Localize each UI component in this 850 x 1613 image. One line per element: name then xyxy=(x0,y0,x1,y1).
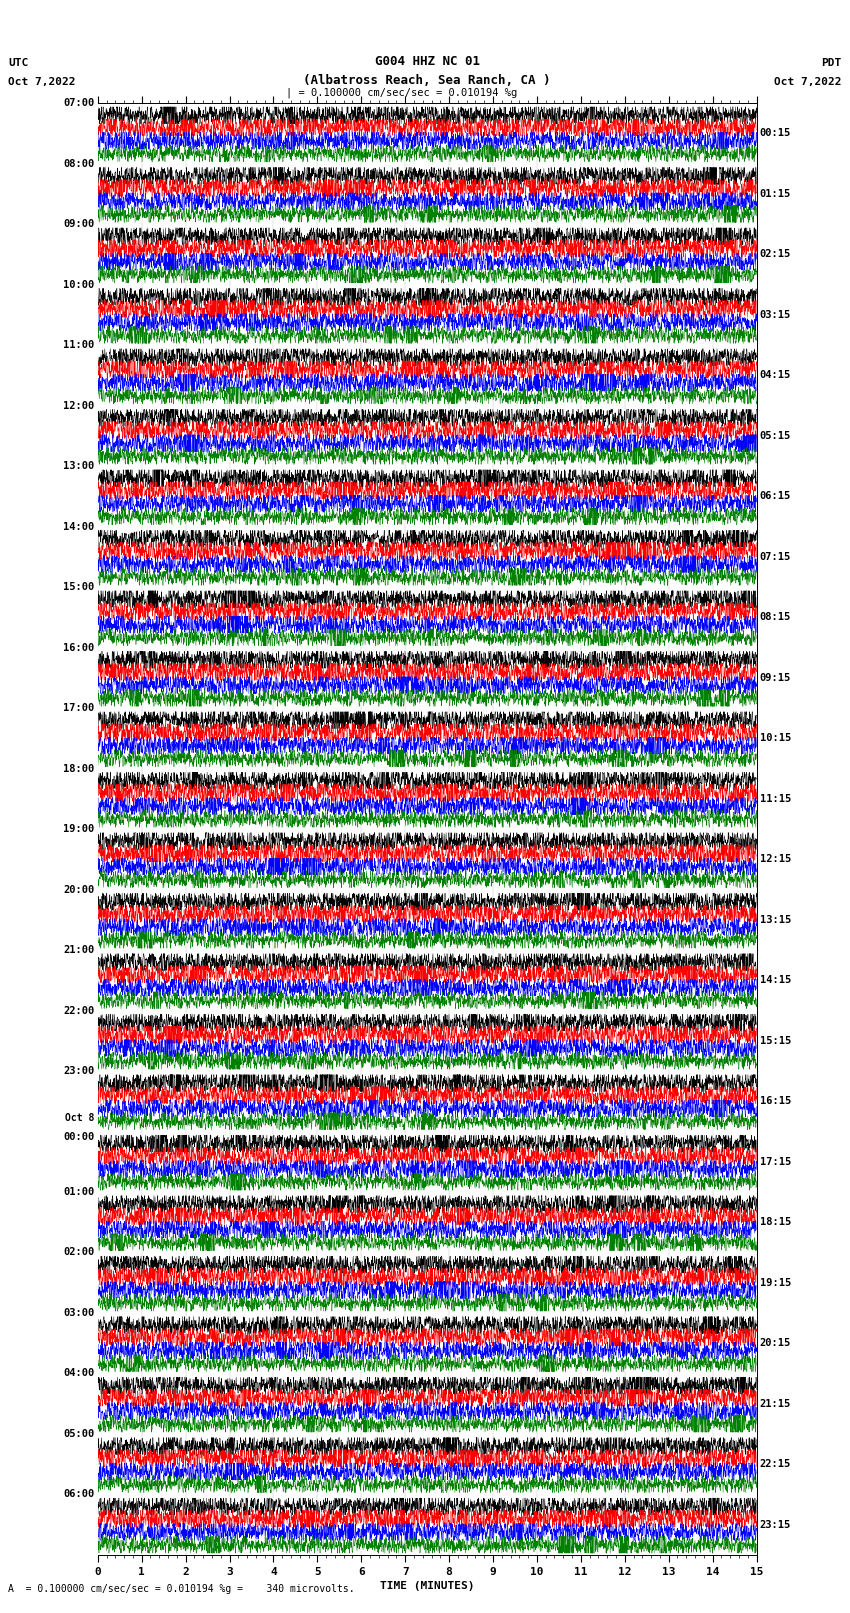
Text: 15:00: 15:00 xyxy=(63,582,94,592)
Text: 10:15: 10:15 xyxy=(760,734,791,744)
Text: Oct 7,2022: Oct 7,2022 xyxy=(8,77,76,87)
Text: 18:00: 18:00 xyxy=(63,763,94,774)
Text: 22:00: 22:00 xyxy=(63,1005,94,1016)
Text: 02:15: 02:15 xyxy=(760,250,791,260)
Text: 20:00: 20:00 xyxy=(63,884,94,895)
Text: 16:15: 16:15 xyxy=(760,1097,791,1107)
Text: A  = 0.100000 cm/sec/sec = 0.010194 %g =    340 microvolts.: A = 0.100000 cm/sec/sec = 0.010194 %g = … xyxy=(8,1584,355,1594)
Text: (Albatross Reach, Sea Ranch, CA ): (Albatross Reach, Sea Ranch, CA ) xyxy=(303,74,551,87)
Text: 14:00: 14:00 xyxy=(63,521,94,532)
Text: PDT: PDT xyxy=(821,58,842,68)
Text: 02:00: 02:00 xyxy=(63,1247,94,1258)
Text: 06:00: 06:00 xyxy=(63,1489,94,1500)
Text: 04:00: 04:00 xyxy=(63,1368,94,1379)
Text: 14:15: 14:15 xyxy=(760,976,791,986)
Text: 23:00: 23:00 xyxy=(63,1066,94,1076)
Text: 04:15: 04:15 xyxy=(760,371,791,381)
Text: UTC: UTC xyxy=(8,58,29,68)
X-axis label: TIME (MINUTES): TIME (MINUTES) xyxy=(380,1581,474,1590)
Text: 09:00: 09:00 xyxy=(63,219,94,229)
Text: 07:00: 07:00 xyxy=(63,98,94,108)
Text: 06:15: 06:15 xyxy=(760,492,791,502)
Text: 11:15: 11:15 xyxy=(760,794,791,803)
Text: 05:15: 05:15 xyxy=(760,431,791,440)
Text: 09:15: 09:15 xyxy=(760,673,791,682)
Text: 18:15: 18:15 xyxy=(760,1218,791,1227)
Text: | = 0.100000 cm/sec/sec = 0.010194 %g: | = 0.100000 cm/sec/sec = 0.010194 %g xyxy=(286,87,518,98)
Text: 20:15: 20:15 xyxy=(760,1339,791,1348)
Text: 15:15: 15:15 xyxy=(760,1036,791,1045)
Text: Oct 7,2022: Oct 7,2022 xyxy=(774,77,842,87)
Text: 19:00: 19:00 xyxy=(63,824,94,834)
Text: 13:15: 13:15 xyxy=(760,915,791,924)
Text: 13:00: 13:00 xyxy=(63,461,94,471)
Text: 03:15: 03:15 xyxy=(760,310,791,319)
Text: 08:00: 08:00 xyxy=(63,158,94,169)
Text: 08:15: 08:15 xyxy=(760,613,791,623)
Text: 07:15: 07:15 xyxy=(760,552,791,561)
Text: 17:15: 17:15 xyxy=(760,1157,791,1166)
Text: 17:00: 17:00 xyxy=(63,703,94,713)
Text: 21:00: 21:00 xyxy=(63,945,94,955)
Text: 11:00: 11:00 xyxy=(63,340,94,350)
Text: 10:00: 10:00 xyxy=(63,279,94,290)
Text: 22:15: 22:15 xyxy=(760,1460,791,1469)
Text: 16:00: 16:00 xyxy=(63,642,94,653)
Text: 05:00: 05:00 xyxy=(63,1429,94,1439)
Text: 12:00: 12:00 xyxy=(63,400,94,411)
Text: 19:15: 19:15 xyxy=(760,1277,791,1287)
Text: 23:15: 23:15 xyxy=(760,1519,791,1529)
Text: 12:15: 12:15 xyxy=(760,855,791,865)
Text: 01:00: 01:00 xyxy=(63,1187,94,1197)
Text: 03:00: 03:00 xyxy=(63,1308,94,1318)
Text: Oct 8: Oct 8 xyxy=(65,1113,94,1123)
Text: G004 HHZ NC 01: G004 HHZ NC 01 xyxy=(375,55,479,68)
Text: 00:15: 00:15 xyxy=(760,129,791,139)
Text: 01:15: 01:15 xyxy=(760,189,791,198)
Text: 21:15: 21:15 xyxy=(760,1398,791,1408)
Text: 00:00: 00:00 xyxy=(63,1132,94,1142)
